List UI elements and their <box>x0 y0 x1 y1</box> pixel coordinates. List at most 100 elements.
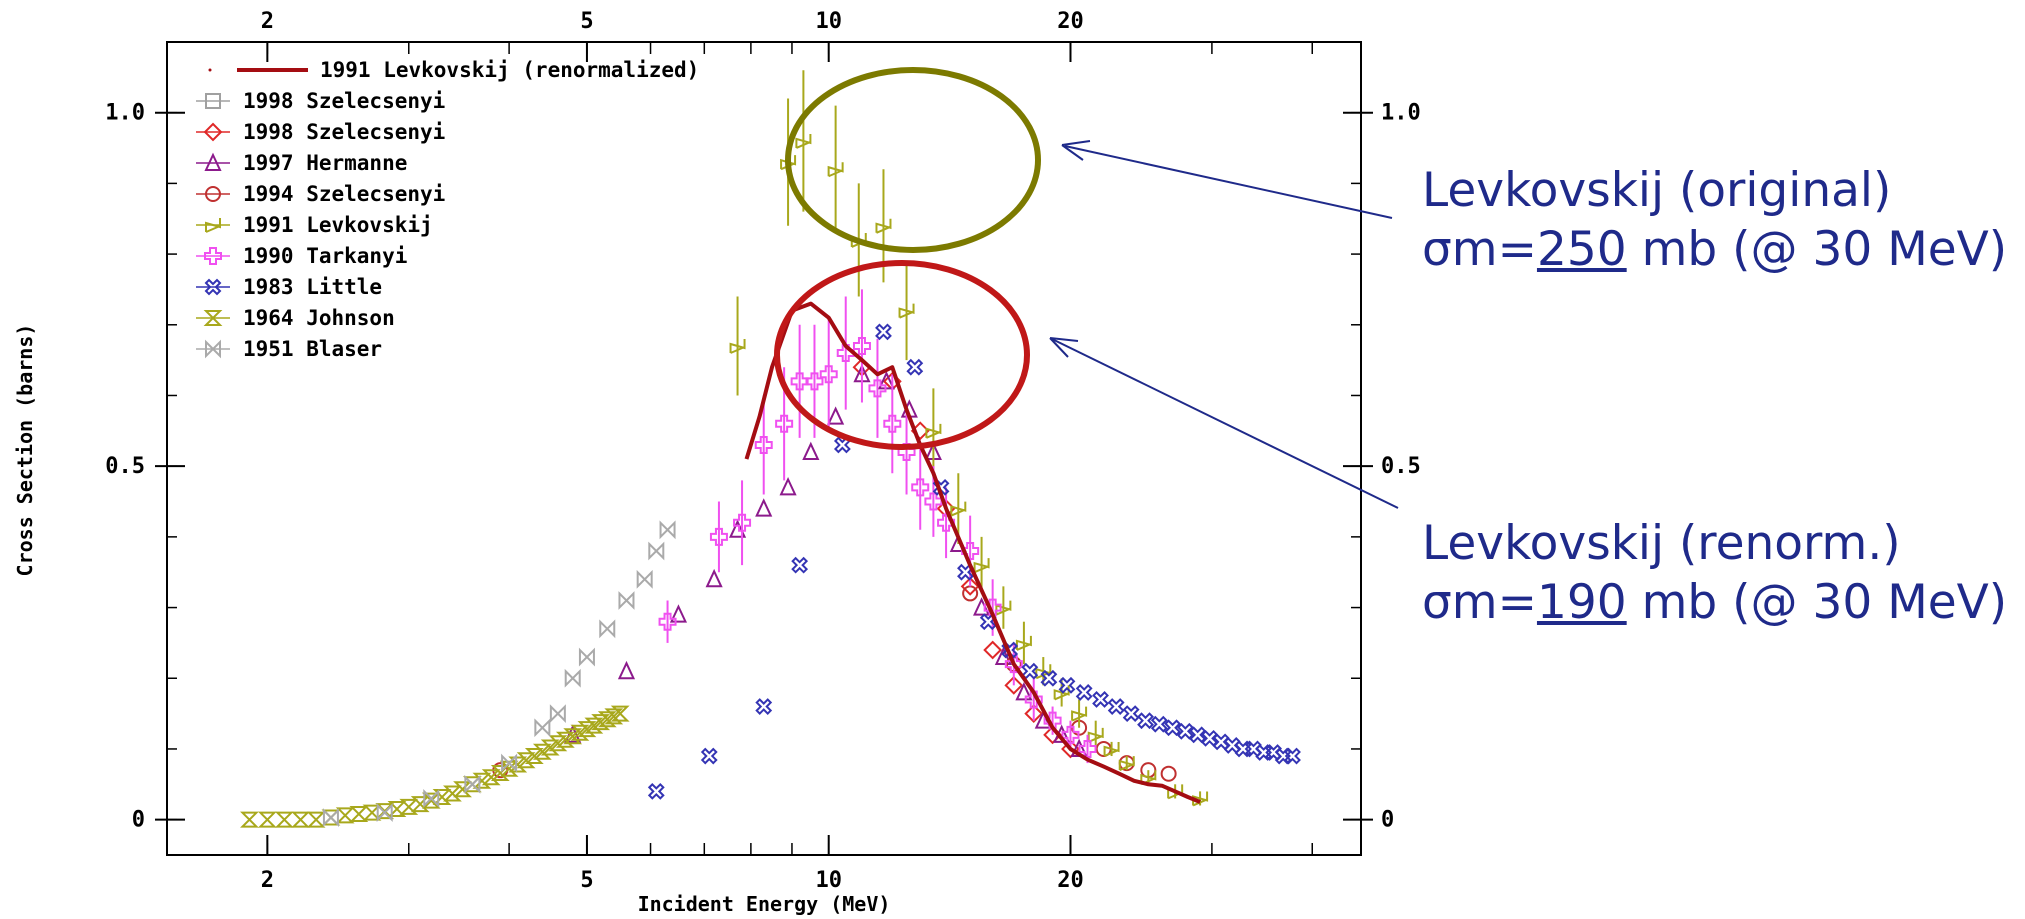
data-point <box>1071 706 1088 722</box>
annotation-original: Levkovskij (original) σm=250 mb (@ 30 Me… <box>1422 162 2007 280</box>
legend-swatch-marker <box>205 186 221 202</box>
x-tick-label-top: 20 <box>1057 9 1084 34</box>
data-point <box>647 782 665 800</box>
data-point <box>1234 740 1252 758</box>
data-point <box>983 640 1003 660</box>
data-point <box>729 338 746 354</box>
data-point <box>423 789 440 808</box>
data-point <box>1004 675 1024 695</box>
data-point <box>709 527 728 546</box>
data-point <box>925 423 942 439</box>
legend: 1991 Levkovskij (renormalized) 1998 Szele… <box>196 58 699 361</box>
data-point <box>636 569 653 589</box>
data-point <box>1040 669 1058 687</box>
data-point <box>983 598 1002 617</box>
data-point <box>819 365 838 384</box>
data-point <box>733 513 752 532</box>
data-point <box>875 323 892 341</box>
series-hourglass <box>240 705 630 828</box>
data-point <box>960 576 980 596</box>
data-point <box>1001 641 1019 659</box>
data-point <box>432 789 452 806</box>
y-tick-label-right: 1.0 <box>1381 101 1421 126</box>
data-point <box>240 811 259 828</box>
data-point <box>1075 683 1093 701</box>
data-point <box>924 492 943 511</box>
x-tick-label: 2 <box>261 868 274 893</box>
data-point <box>868 379 887 398</box>
data-point <box>610 705 630 722</box>
x-tick-label-top: 2 <box>261 9 274 34</box>
data-point <box>957 563 974 581</box>
data-point <box>1160 765 1177 782</box>
y-tick-label-right: 0.5 <box>1381 454 1421 479</box>
y-axis-label: Cross Section (barns) <box>13 324 37 577</box>
data-point <box>387 801 407 818</box>
annotation-renorm-value: σm=190 mb (@ 30 MeV) <box>1422 574 2008 630</box>
data-point <box>1107 698 1125 715</box>
data-point <box>795 133 812 149</box>
highlight-ellipse-renormalized <box>774 260 1030 450</box>
data-point <box>274 811 294 828</box>
data-point <box>1058 676 1076 694</box>
data-point <box>291 811 311 828</box>
data-point <box>1164 719 1181 737</box>
data-point <box>805 372 824 391</box>
data-point <box>1137 712 1154 730</box>
data-point <box>755 698 773 715</box>
x-tick-label: 10 <box>815 868 842 893</box>
x-tick-label: 5 <box>580 868 593 893</box>
data-point <box>898 303 915 319</box>
data-point <box>599 619 616 639</box>
data-point <box>700 747 718 765</box>
data-point <box>349 805 369 822</box>
annotation-renorm: Levkovskij (renorm.) σm=190 mb (@ 30 MeV… <box>1422 515 2007 633</box>
data-point <box>1255 744 1273 761</box>
data-point <box>1150 715 1168 733</box>
y-tick-label: 1.0 <box>105 101 145 126</box>
data-point <box>410 796 430 813</box>
legend-swatch-marker <box>204 152 222 171</box>
legend-dot <box>208 68 212 72</box>
data-point <box>791 556 809 574</box>
data-point <box>658 612 677 631</box>
data-point <box>549 704 566 724</box>
legend-swatch-marker <box>205 218 221 233</box>
data-point <box>833 436 851 454</box>
legend-swatch-marker <box>204 247 222 265</box>
data-point <box>1004 655 1023 674</box>
data-point <box>669 604 688 623</box>
arrow-original-line <box>1064 145 1393 219</box>
data-point <box>775 414 794 433</box>
legend-label: 1991 Levkovskij (renormalized) <box>320 58 699 82</box>
data-point <box>962 585 979 602</box>
arrow-renorm-head <box>1049 337 1079 358</box>
legend-label: 1991 Levkovskij <box>243 213 433 237</box>
data-point <box>1118 756 1135 772</box>
legend-swatch-marker <box>205 339 221 359</box>
data-point <box>306 811 326 828</box>
legend-swatch-marker <box>204 278 222 296</box>
data-point <box>802 441 820 461</box>
x-tick-label: 20 <box>1057 868 1084 893</box>
legend-label: 1951 Blaser <box>243 337 382 361</box>
data-point <box>1284 747 1301 765</box>
data-point <box>618 591 635 610</box>
data-point <box>932 478 950 496</box>
data-point <box>421 792 441 809</box>
data-point <box>1092 691 1109 708</box>
data-point <box>755 498 773 517</box>
data-point <box>875 218 892 234</box>
y-tick-label: 0.5 <box>105 454 145 479</box>
data-point <box>705 568 723 588</box>
data-point <box>973 558 990 574</box>
arrow-renorm-line <box>1051 338 1399 509</box>
data-point <box>257 811 277 828</box>
x-axis-label: Incident Energy (MeV) <box>638 892 891 916</box>
legend-label: 1983 Little <box>243 275 382 299</box>
data-point <box>464 774 481 794</box>
data-point <box>827 406 845 425</box>
data-point <box>617 660 636 680</box>
data-point <box>534 718 551 738</box>
legend-swatch-marker <box>205 93 221 109</box>
